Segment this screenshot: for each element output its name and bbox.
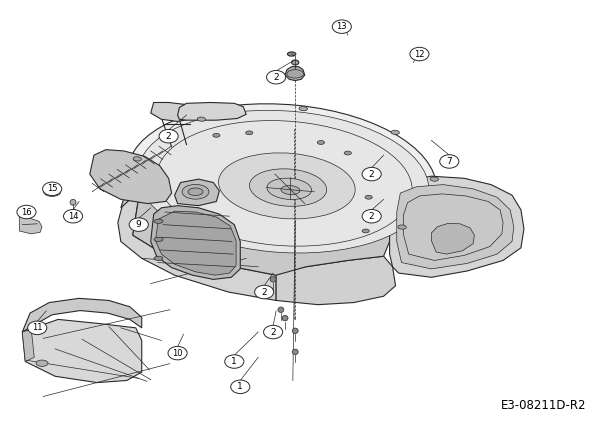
Polygon shape	[151, 103, 193, 121]
Polygon shape	[19, 216, 42, 234]
Ellipse shape	[398, 225, 406, 229]
Ellipse shape	[299, 106, 307, 111]
Ellipse shape	[154, 256, 163, 260]
Circle shape	[332, 20, 352, 33]
Ellipse shape	[213, 134, 220, 137]
Circle shape	[254, 285, 274, 299]
Circle shape	[225, 355, 244, 368]
Circle shape	[266, 70, 286, 84]
Polygon shape	[22, 319, 142, 382]
Ellipse shape	[362, 229, 369, 233]
Ellipse shape	[157, 120, 412, 246]
Polygon shape	[127, 128, 264, 189]
Circle shape	[159, 129, 178, 143]
Polygon shape	[121, 189, 389, 275]
Ellipse shape	[154, 237, 163, 242]
Ellipse shape	[48, 190, 56, 194]
Circle shape	[362, 167, 381, 181]
Ellipse shape	[267, 178, 311, 199]
Text: 1: 1	[232, 357, 237, 366]
Polygon shape	[431, 223, 475, 254]
Ellipse shape	[245, 131, 253, 135]
Ellipse shape	[197, 117, 206, 121]
Ellipse shape	[278, 307, 284, 312]
Ellipse shape	[292, 328, 298, 334]
Text: 14: 14	[68, 212, 79, 221]
Polygon shape	[175, 179, 220, 206]
Circle shape	[17, 205, 36, 219]
Polygon shape	[397, 184, 514, 269]
Circle shape	[410, 47, 429, 61]
Text: 9: 9	[136, 220, 142, 229]
Text: 2: 2	[369, 212, 374, 221]
Ellipse shape	[188, 188, 203, 195]
Ellipse shape	[287, 70, 304, 78]
Text: 2: 2	[271, 328, 276, 337]
Text: 10: 10	[172, 349, 183, 357]
Ellipse shape	[430, 177, 439, 181]
Polygon shape	[151, 206, 240, 279]
Ellipse shape	[138, 110, 429, 253]
Circle shape	[129, 218, 148, 232]
Text: 12: 12	[414, 50, 425, 59]
Text: E3-08211D-R2: E3-08211D-R2	[501, 399, 587, 412]
Circle shape	[168, 346, 187, 360]
Ellipse shape	[391, 130, 400, 134]
Polygon shape	[178, 103, 246, 120]
Circle shape	[64, 209, 83, 223]
Ellipse shape	[292, 349, 298, 354]
Circle shape	[231, 380, 250, 393]
Polygon shape	[389, 176, 524, 277]
Ellipse shape	[70, 214, 76, 217]
Polygon shape	[90, 150, 172, 204]
Circle shape	[263, 325, 283, 339]
Ellipse shape	[282, 315, 288, 321]
Text: 2: 2	[166, 132, 172, 141]
Ellipse shape	[182, 184, 209, 199]
Ellipse shape	[287, 52, 296, 56]
Text: 16: 16	[21, 207, 32, 217]
Polygon shape	[276, 256, 395, 305]
Circle shape	[440, 155, 459, 168]
Ellipse shape	[218, 153, 355, 219]
Polygon shape	[22, 298, 142, 332]
Circle shape	[43, 182, 62, 195]
Ellipse shape	[317, 141, 325, 145]
Ellipse shape	[365, 195, 372, 199]
Text: 15: 15	[47, 184, 58, 193]
Ellipse shape	[344, 151, 352, 155]
Text: 2: 2	[262, 287, 267, 296]
Text: 1: 1	[238, 382, 243, 391]
Polygon shape	[22, 329, 34, 362]
Ellipse shape	[36, 360, 48, 366]
Text: 11: 11	[32, 324, 43, 332]
Polygon shape	[155, 211, 236, 275]
Ellipse shape	[292, 60, 299, 65]
Ellipse shape	[70, 199, 76, 205]
Text: 7: 7	[446, 157, 452, 166]
Text: 13: 13	[337, 22, 347, 31]
Ellipse shape	[128, 104, 437, 257]
Ellipse shape	[270, 276, 276, 282]
Circle shape	[28, 321, 47, 335]
Polygon shape	[285, 67, 305, 81]
Polygon shape	[118, 189, 276, 301]
Ellipse shape	[281, 186, 300, 195]
Text: 2: 2	[273, 73, 279, 82]
Ellipse shape	[154, 219, 163, 223]
Circle shape	[362, 209, 381, 223]
Text: 2: 2	[369, 170, 374, 179]
Ellipse shape	[44, 188, 61, 196]
Ellipse shape	[250, 169, 326, 206]
Ellipse shape	[133, 157, 142, 161]
